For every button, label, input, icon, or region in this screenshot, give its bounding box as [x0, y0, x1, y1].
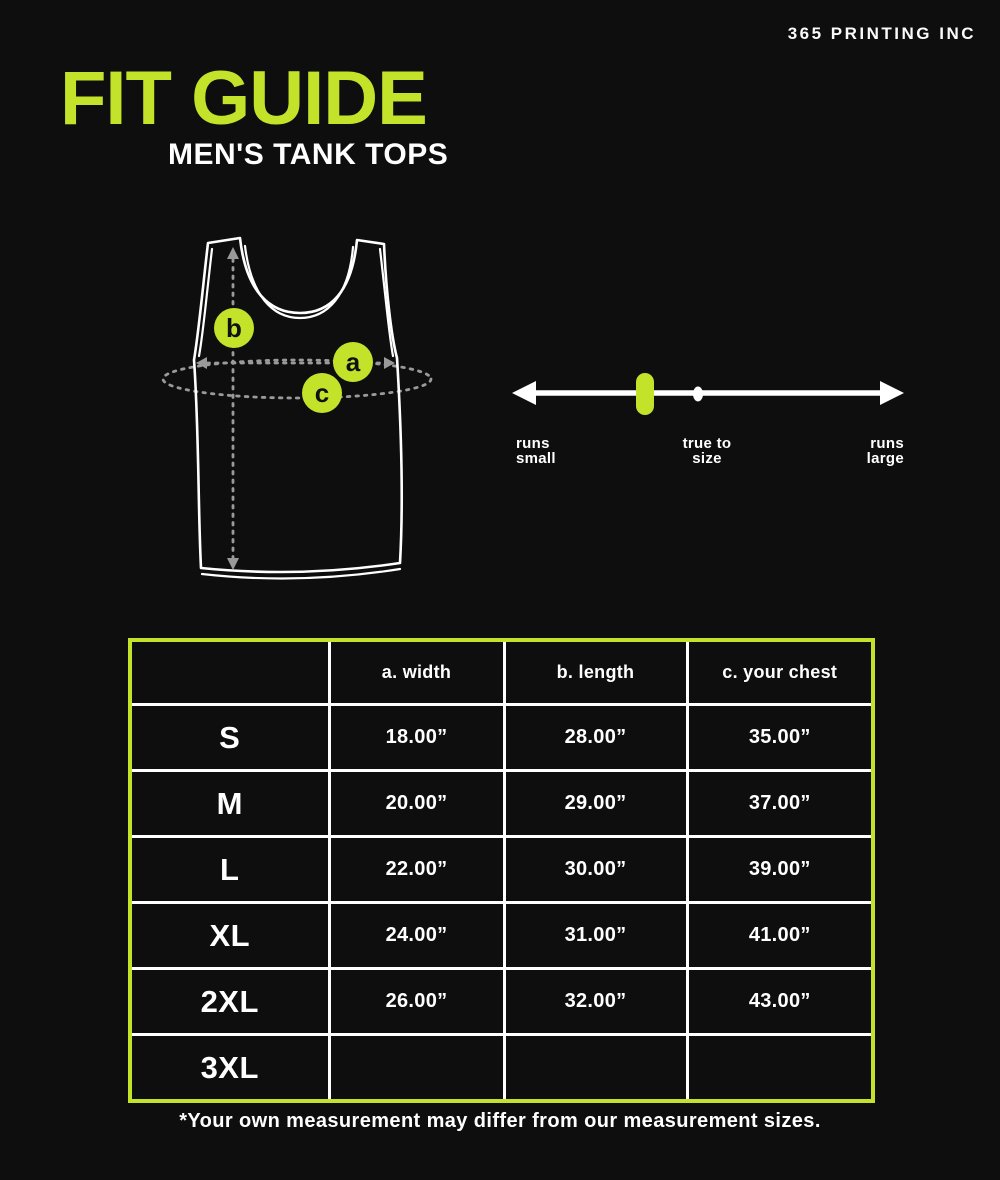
header-chest: c. your chest — [685, 642, 871, 706]
footnote: *Your own measurement may differ from ou… — [179, 1110, 821, 1132]
length-value: 31.00” — [502, 901, 689, 970]
width-value: 18.00” — [327, 703, 506, 772]
size-label: L — [132, 835, 331, 904]
tank-outer-outline — [192, 236, 403, 574]
size-label: XL — [132, 901, 331, 970]
point-c-circle — [302, 373, 342, 413]
size-table: a. width b. length c. your chest S 18.00… — [132, 642, 871, 1099]
length-value: 32.00” — [502, 967, 689, 1036]
chest-measure-ellipse — [161, 358, 433, 400]
scale-label-line: true to — [682, 435, 732, 452]
width-value — [327, 1033, 506, 1099]
page-title: FIT GUIDE — [60, 56, 428, 141]
header-empty — [132, 642, 331, 706]
size-label: 2XL — [132, 967, 331, 1036]
chest-value — [685, 1033, 871, 1099]
chest-value: 39.00” — [685, 835, 871, 904]
header-width: a. width — [327, 642, 506, 706]
scale-label-line: large — [866, 450, 904, 467]
true-to-size-dot — [693, 386, 703, 402]
chest-value: 43.00” — [685, 967, 871, 1036]
point-a-label: a — [346, 347, 361, 377]
size-label: M — [132, 769, 331, 838]
point-c-label: c — [315, 378, 329, 408]
scale-label-line: size — [692, 450, 722, 467]
chest-value: 37.00” — [685, 769, 871, 838]
size-label: 3XL — [132, 1033, 331, 1099]
size-label: S — [132, 703, 331, 772]
width-value: 24.00” — [327, 901, 506, 970]
scale-label-line: runs — [516, 435, 550, 452]
scale-label-line: small — [516, 450, 556, 467]
length-measure-line — [227, 247, 239, 570]
point-b-label: b — [226, 313, 242, 343]
tank-inner-left-armhole — [197, 247, 214, 358]
scale-label-runs-small: runs small — [516, 436, 556, 466]
page-subtitle: MEN'S TANK TOPS — [168, 138, 449, 171]
table-row: XL 24.00” 31.00” 41.00” — [132, 901, 871, 970]
size-table-frame: a. width b. length c. your chest S 18.00… — [128, 638, 875, 1103]
chest-value: 41.00” — [685, 901, 871, 970]
scale-label-runs-large: runs large — [826, 436, 904, 466]
table-row: 3XL — [132, 1033, 871, 1099]
chest-value: 35.00” — [685, 703, 871, 772]
point-b-circle — [214, 308, 254, 348]
tank-top-outline — [192, 236, 403, 580]
width-value: 26.00” — [327, 967, 506, 1036]
brand-text: 365 PRINTING INC — [787, 24, 976, 43]
length-value — [502, 1033, 689, 1099]
scale-label-true-to-size: true to size — [650, 436, 764, 466]
point-a-circle — [333, 342, 373, 382]
point-a-marker: a — [333, 342, 373, 382]
table-row: 2XL 26.00” 32.00” 43.00” — [132, 967, 871, 1036]
tank-inner-right-armhole — [378, 247, 395, 358]
width-value: 22.00” — [327, 835, 506, 904]
tank-inner-hem-line — [200, 567, 402, 580]
left-arrow-icon — [512, 381, 536, 405]
point-c-marker: c — [302, 373, 342, 413]
tank-inner-neckline — [243, 244, 355, 320]
table-header-row: a. width b. length c. your chest — [132, 642, 871, 706]
length-value: 29.00” — [502, 769, 689, 838]
tank-top-diagram: b a c — [161, 236, 433, 580]
point-b-marker: b — [214, 308, 254, 348]
length-value: 28.00” — [502, 703, 689, 772]
table-row: M 20.00” 29.00” 37.00” — [132, 769, 871, 838]
length-value: 30.00” — [502, 835, 689, 904]
table-row: L 22.00” 30.00” 39.00” — [132, 835, 871, 904]
fit-scale — [512, 373, 904, 415]
fit-marker — [636, 373, 654, 415]
width-value: 20.00” — [327, 769, 506, 838]
scale-label-line: runs — [870, 435, 904, 452]
header-length: b. length — [502, 642, 689, 706]
table-row: S 18.00” 28.00” 35.00” — [132, 703, 871, 772]
right-arrow-icon — [880, 381, 904, 405]
